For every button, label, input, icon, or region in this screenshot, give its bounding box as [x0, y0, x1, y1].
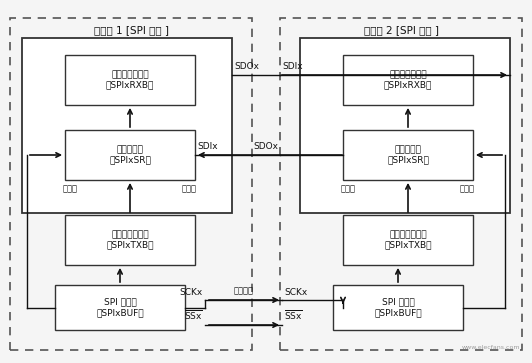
Text: 最高位: 最高位	[341, 184, 356, 193]
Text: SDOx: SDOx	[234, 62, 259, 71]
Text: SDOx: SDOx	[253, 142, 278, 151]
Text: 串行发送缓冲器
（SPIxTXB）: 串行发送缓冲器 （SPIxTXB）	[106, 230, 154, 250]
Bar	[65, 215, 195, 265]
Text: SDIx: SDIx	[197, 142, 218, 151]
Text: 串行时钟: 串行时钟	[234, 286, 254, 295]
Text: 移位寄存器
（SPIxSR）: 移位寄存器 （SPIxSR）	[109, 145, 151, 165]
Text: SPI 缓冲器
（SPIxBUF）: SPI 缓冲器 （SPIxBUF）	[374, 298, 422, 317]
Text: www.elecfans.com: www.elecfans.com	[461, 345, 520, 350]
Bar	[280, 18, 522, 350]
Text: 最高位: 最高位	[63, 184, 78, 193]
Text: 处理器 2 [SPI 从机 ]: 处理器 2 [SPI 从机 ]	[363, 25, 438, 35]
Text: 串行接收缓冲器
（SPIxRXB）: 串行接收缓冲器 （SPIxRXB）	[384, 70, 432, 90]
Bar	[333, 285, 463, 330]
Bar	[10, 18, 252, 350]
Bar	[65, 55, 195, 105]
Bar	[65, 130, 195, 180]
Text: SDIx: SDIx	[282, 62, 303, 71]
Text: SCKx: SCKx	[180, 288, 203, 297]
Text: 处理器 1 [SPI 主机 ]: 处理器 1 [SPI 主机 ]	[94, 25, 169, 35]
Text: 最低位: 最低位	[460, 184, 475, 193]
Bar	[55, 285, 185, 330]
Text: 串行接收缓冲器
（SPIxRXB）: 串行接收缓冲器 （SPIxRXB）	[106, 70, 154, 90]
Bar	[300, 38, 510, 213]
Text: 串行发送缓冲器
（SPIxTXB）: 串行发送缓冲器 （SPIxTXB）	[384, 230, 432, 250]
Text: 移位寄存器
（SPIxSR）: 移位寄存器 （SPIxSR）	[387, 145, 429, 165]
Text: SPI 缓冲器
（SPIxBUF）: SPI 缓冲器 （SPIxBUF）	[96, 298, 144, 317]
Bar	[343, 55, 473, 105]
Bar	[343, 215, 473, 265]
Bar	[22, 38, 232, 213]
Bar	[343, 130, 473, 180]
Text: $\overline{\mathrm{SSx}}$: $\overline{\mathrm{SSx}}$	[284, 308, 303, 322]
Text: 最低位: 最低位	[182, 184, 197, 193]
Text: SCKx: SCKx	[284, 288, 307, 297]
Text: $\overline{\mathrm{SSx}}$: $\overline{\mathrm{SSx}}$	[184, 308, 203, 322]
